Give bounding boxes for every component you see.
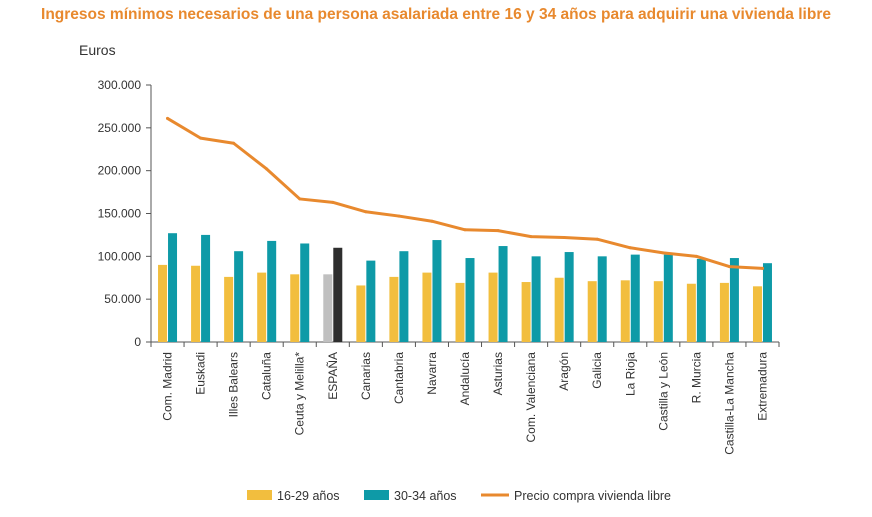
x-tick-label: Aragón	[557, 352, 571, 391]
price-point	[430, 219, 434, 223]
bar-30-34	[432, 240, 442, 342]
bar-30-34	[597, 256, 607, 342]
price-point	[298, 197, 302, 201]
bar-16-29	[752, 286, 762, 342]
bar-16-29	[389, 276, 399, 342]
price-point	[496, 229, 500, 233]
bar-16-29	[521, 282, 531, 342]
x-tick-label: Euskadi	[194, 352, 208, 395]
bar-30-34	[564, 252, 574, 342]
bar-30-34	[630, 254, 640, 342]
x-tick-label: Com. Valenciana	[524, 352, 538, 443]
y-tick-label: 50.000	[104, 292, 141, 306]
bar-16-29	[587, 281, 597, 342]
bar-30-34	[333, 247, 343, 342]
y-tick-label: 300.000	[98, 78, 142, 92]
x-tick-label: Castilla-La Mancha	[722, 352, 736, 455]
legend-label-30-34: 30-34 años	[394, 489, 457, 503]
bar-16-29	[257, 272, 267, 342]
bar-30-34	[201, 234, 211, 342]
y-tick-label: 250.000	[98, 121, 142, 135]
price-point	[529, 235, 533, 239]
bar-30-34	[267, 240, 277, 342]
price-point	[166, 116, 170, 120]
bar-16-29	[191, 265, 201, 342]
x-tick-label: Cataluña	[260, 352, 274, 400]
bar-30-34	[531, 256, 541, 342]
price-point	[232, 141, 236, 145]
legend-label-16-29: 16-29 años	[277, 489, 340, 503]
x-tick-label: R. Murcia	[689, 352, 703, 404]
bar-30-34	[498, 246, 508, 342]
bar-16-29	[686, 283, 696, 342]
bar-30-34	[663, 254, 673, 342]
bar-16-29	[290, 274, 300, 342]
price-point	[397, 214, 401, 218]
legend-swatch-16-29	[247, 490, 272, 500]
bar-30-34	[366, 260, 376, 342]
x-tick-label: Castilla y León	[656, 352, 670, 431]
price-point	[562, 235, 566, 239]
y-tick-label: 150.000	[98, 207, 142, 221]
y-tick-label: 0	[134, 335, 141, 349]
x-tick-label: Asturias	[491, 352, 505, 395]
bar-30-34	[300, 243, 310, 342]
y-axis-label: Euros	[79, 42, 116, 58]
legend-swatch-30-34	[364, 490, 389, 500]
bar-30-34	[762, 263, 772, 342]
x-tick-label: Com. Madrid	[161, 352, 175, 421]
price-point	[265, 167, 269, 171]
bar-30-34	[234, 251, 244, 342]
price-point	[364, 210, 368, 214]
price-point	[727, 265, 731, 269]
y-tick-label: 200.000	[98, 164, 142, 178]
bar-16-29	[554, 277, 564, 342]
price-point	[760, 266, 764, 270]
legend-label-price: Precio compra vivienda libre	[514, 489, 671, 503]
bar-30-34	[696, 258, 706, 342]
y-tick-label: 100.000	[98, 249, 142, 263]
bar-16-29	[455, 282, 465, 342]
bar-30-34	[729, 258, 739, 342]
bar-30-34	[168, 233, 178, 342]
price-point	[694, 254, 698, 258]
x-tick-label: Galicia	[590, 352, 604, 389]
x-tick-label: Illes Balears	[227, 352, 241, 417]
x-tick-label: Extremadura	[755, 352, 769, 421]
bar-16-29	[653, 281, 663, 342]
price-point	[595, 237, 599, 241]
bar-30-34	[465, 258, 475, 342]
bar-16-29	[323, 274, 333, 342]
price-point	[463, 228, 467, 232]
bar-16-29	[356, 285, 366, 342]
x-tick-label: ESPAÑA	[326, 352, 340, 400]
price-point	[628, 246, 632, 250]
bar-16-29	[224, 276, 234, 342]
bar-16-29	[719, 282, 729, 342]
x-tick-label: Andalucía	[458, 352, 472, 406]
x-tick-label: La Rioja	[623, 352, 637, 396]
bar-16-29	[488, 272, 498, 342]
x-tick-label: Canarias	[359, 352, 373, 400]
price-point	[661, 251, 665, 255]
bar-16-29	[422, 272, 432, 342]
price-line	[166, 116, 764, 270]
price-point	[331, 200, 335, 204]
bar-16-29	[158, 264, 168, 342]
x-tick-label: Ceuta y Melilla*	[293, 352, 307, 436]
x-tick-label: Cantabria	[392, 352, 406, 404]
chart-title: Ingresos mínimos necesarios de una perso…	[41, 6, 831, 23]
bar-30-34	[399, 251, 409, 342]
x-tick-label: Navarra	[425, 352, 439, 395]
bar-16-29	[620, 280, 630, 342]
price-point	[199, 136, 203, 140]
